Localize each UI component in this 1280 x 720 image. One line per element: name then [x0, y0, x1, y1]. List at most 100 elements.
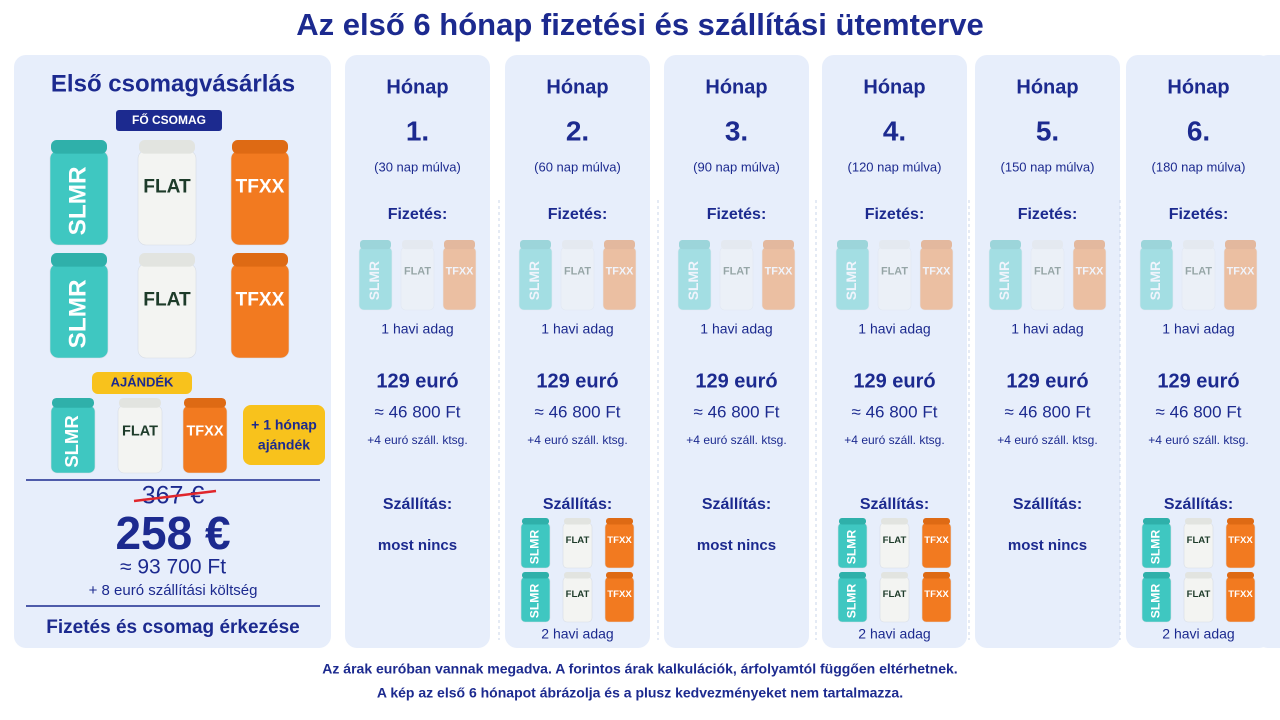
jar-body — [1139, 246, 1174, 311]
jar-body — [230, 263, 290, 359]
jar-label: FLAT — [143, 176, 191, 197]
jar-lid — [444, 240, 475, 250]
jar-body — [560, 246, 595, 311]
jar-label: SLMR — [843, 261, 859, 300]
product-jar: SLMR — [49, 253, 109, 359]
jar-label: SLMR — [64, 279, 91, 348]
jar-body — [1030, 246, 1065, 311]
month-when: (90 nap múlva) — [693, 159, 780, 174]
month-shipping: +4 euró száll. ktsg. — [844, 433, 944, 447]
payment-amount: 1 havi adag — [858, 321, 930, 337]
jar-label: TFXX — [606, 265, 635, 277]
payment-label: Fizetés: — [1169, 206, 1229, 223]
product-jar: FLAT — [1183, 518, 1214, 569]
product-jar: TFXX — [1225, 572, 1256, 623]
jar-label: SLMR — [366, 261, 382, 300]
delivery-label: Szállítás: — [383, 496, 452, 513]
jar-label: SLMR — [1149, 584, 1163, 619]
month-number: 4. — [883, 115, 906, 146]
product-jar: FLAT — [719, 240, 754, 311]
month-price: 129 euró — [376, 370, 458, 392]
product-jar: FLAT — [562, 518, 593, 569]
jar-label: TFXX — [607, 535, 632, 546]
jar-label: TFXX — [1228, 589, 1253, 600]
month-price: 129 euró — [853, 370, 935, 392]
product-jar: SLMR — [1139, 240, 1174, 311]
product-jar: TFXX — [1072, 240, 1107, 311]
jar-label: SLMR — [845, 584, 859, 619]
month-shipping: +4 euró száll. ktsg. — [527, 433, 627, 447]
gift-badge-text: AJÁNDÉK — [111, 374, 174, 389]
product-jar: SLMR — [49, 140, 109, 246]
month-when: (30 nap múlva) — [374, 159, 461, 174]
jar-label: FLAT — [1034, 265, 1061, 277]
product-jar: FLAT — [879, 518, 910, 569]
jar-lid — [119, 398, 161, 408]
payment-amount: 1 havi adag — [700, 321, 772, 337]
jar-label: TFXX — [236, 176, 285, 197]
delivery-text: most nincs — [378, 537, 457, 554]
product-jar: TFXX — [1225, 518, 1256, 569]
product-jar: FLAT — [137, 253, 197, 359]
month-shipping: +4 euró száll. ktsg. — [367, 433, 467, 447]
jar-lid — [1185, 572, 1212, 579]
month-column — [664, 55, 809, 648]
product-jar: TFXX — [604, 572, 635, 623]
month-shipping: +4 euró száll. ktsg. — [686, 433, 786, 447]
product-jar: SLMR — [520, 572, 551, 623]
jar-label: FLAT — [1187, 535, 1211, 546]
jar-lid — [921, 240, 952, 250]
jar-lid — [763, 240, 794, 250]
payment-amount: 1 havi adag — [1162, 321, 1234, 337]
product-jar: TFXX — [182, 398, 228, 474]
month-price: 129 euró — [1157, 370, 1239, 392]
product-jar: FLAT — [879, 572, 910, 623]
delivery-amount: 2 havi adag — [1162, 626, 1234, 642]
panel-title: Első csomagvásárlás — [51, 70, 295, 97]
jar-body — [919, 246, 954, 311]
month-price-huf: ≈ 46 800 Ft — [694, 402, 780, 421]
payment-amount: 1 havi adag — [381, 321, 453, 337]
jar-lid — [679, 240, 710, 250]
page-title: Az első 6 hónap fizetési és szállítási ü… — [296, 7, 983, 42]
product-jar: TFXX — [604, 518, 635, 569]
jar-body — [677, 246, 712, 311]
jar-label: FLAT — [723, 265, 750, 277]
product-jar: TFXX — [921, 572, 952, 623]
payment-label: Fizetés: — [1018, 206, 1078, 223]
product-jar: SLMR — [837, 572, 868, 623]
jar-label: TFXX — [607, 589, 632, 600]
jar-body — [719, 246, 754, 311]
jar-lid — [837, 240, 868, 250]
jar-lid — [604, 240, 635, 250]
jar-lid — [839, 518, 866, 525]
month-price-huf: ≈ 46 800 Ft — [535, 402, 621, 421]
jar-label: SLMR — [1147, 261, 1163, 300]
product-jar: SLMR — [1141, 518, 1172, 569]
product-jar: TFXX — [442, 240, 477, 311]
jar-label: FLAT — [122, 424, 158, 440]
delivery-amount: 2 havi adag — [858, 626, 930, 642]
product-jar: TFXX — [919, 240, 954, 311]
month-when: (150 nap múlva) — [1001, 159, 1095, 174]
product-jar: TFXX — [761, 240, 796, 311]
jar-body — [358, 246, 393, 311]
month-price-huf: ≈ 46 800 Ft — [375, 402, 461, 421]
jar-body — [137, 263, 197, 359]
payment-label: Fizetés: — [707, 206, 767, 223]
jar-label: SLMR — [528, 584, 542, 619]
jar-body — [137, 150, 197, 246]
product-jar: TFXX — [602, 240, 637, 311]
jar-lid — [139, 140, 195, 154]
jar-lid — [881, 518, 908, 525]
month-price-huf: ≈ 46 800 Ft — [1156, 402, 1242, 421]
jar-body — [400, 246, 435, 311]
month-price: 129 euró — [695, 370, 777, 392]
product-jar: SLMR — [50, 398, 96, 474]
jar-lid — [1143, 572, 1170, 579]
month-label: Hónap — [863, 76, 925, 98]
jar-body — [1181, 246, 1216, 311]
jar-label: TFXX — [236, 289, 285, 310]
month-number: 2. — [566, 115, 589, 146]
jar-label: FLAT — [566, 535, 590, 546]
